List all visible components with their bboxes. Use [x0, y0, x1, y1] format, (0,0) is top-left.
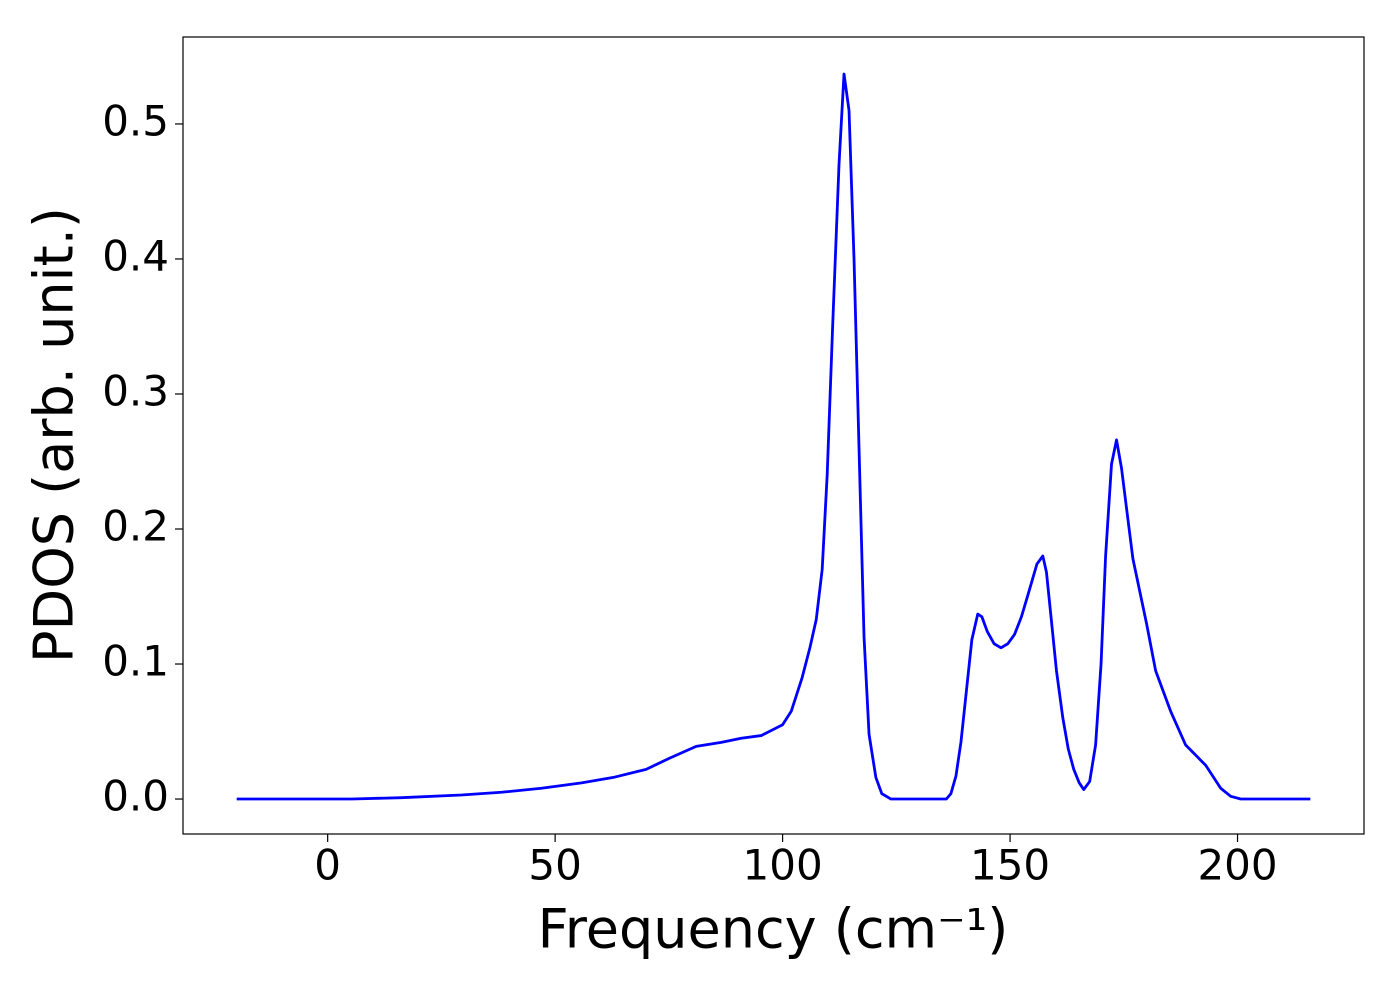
x-tick-label: 200 [1197, 841, 1277, 890]
y-tick-label: 0.4 [102, 231, 169, 280]
y-tick-label: 0.3 [102, 366, 169, 415]
x-tick-label: 150 [970, 841, 1050, 890]
y-tick-label: 0.0 [102, 772, 169, 821]
x-axis-label: Frequency (cm⁻¹) [538, 898, 1009, 961]
y-axis-label: PDOS (arb. unit.) [23, 207, 86, 663]
y-tick-label: 0.5 [102, 96, 169, 145]
x-tick-label: 100 [743, 841, 823, 890]
y-tick-label: 0.1 [102, 637, 169, 686]
x-tick-label: 0 [314, 841, 341, 890]
x-tick-label: 50 [528, 841, 581, 890]
pdos-line [236, 72, 1311, 801]
y-tick-label: 0.2 [102, 501, 169, 550]
plot-frame [182, 36, 1365, 835]
